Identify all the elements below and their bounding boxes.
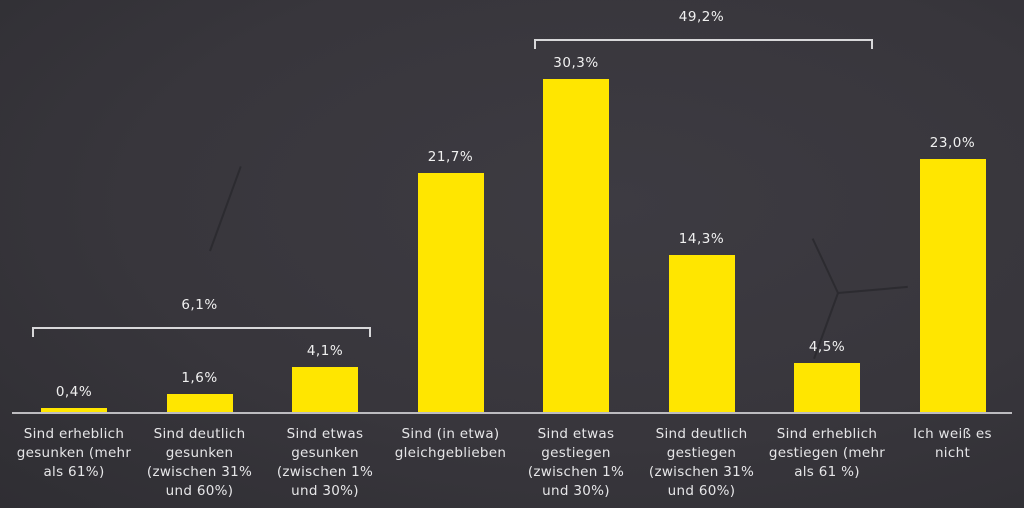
bar-value-label: 23,0% bbox=[929, 135, 976, 151]
bar-value-label: 14,3% bbox=[678, 230, 725, 247]
group-bracket bbox=[534, 38, 873, 49]
bar-value-label: 4,1% bbox=[306, 342, 344, 359]
category-label: Sind deutlich gesunken (zwischen 31% und… bbox=[146, 426, 253, 499]
bar bbox=[543, 78, 609, 412]
bar bbox=[166, 394, 233, 412]
wind-turbine-background bbox=[811, 238, 839, 294]
category-label: Sind (in etwa) gleichgeblieben bbox=[394, 426, 507, 461]
bar bbox=[417, 173, 484, 412]
bar bbox=[794, 362, 860, 412]
bar-value-label: 21,7% bbox=[427, 149, 474, 166]
bar bbox=[41, 407, 107, 412]
group-bracket bbox=[32, 326, 371, 337]
category-label: Sind etwas gesunken (zwischen 1% und 30%… bbox=[276, 426, 374, 499]
group-total-label: 6,1% bbox=[181, 296, 218, 313]
bar bbox=[668, 254, 735, 412]
bar-value-label: 30,3% bbox=[553, 54, 599, 71]
bar-value-label: 0,4% bbox=[55, 383, 93, 400]
wind-turbine-background bbox=[837, 285, 908, 294]
group-total-label: 49,2% bbox=[678, 8, 725, 25]
bar-value-label: 4,5% bbox=[808, 338, 846, 355]
category-label: Ich weiß es nicht bbox=[913, 426, 992, 461]
bar bbox=[919, 159, 986, 412]
wind-turbine-background bbox=[209, 166, 242, 252]
category-label: Sind etwas gestiegen (zwischen 1% und 30… bbox=[527, 426, 625, 499]
bar-value-label: 1,6% bbox=[181, 370, 218, 387]
x-axis-baseline bbox=[12, 412, 1012, 414]
category-label: Sind erheblich gestiegen (mehr als 61 %) bbox=[768, 426, 886, 480]
category-label: Sind erheblich gesunken (mehr als 61%) bbox=[16, 426, 132, 480]
bar bbox=[292, 366, 358, 412]
category-label: Sind deutlich gestiegen (zwischen 31% un… bbox=[648, 426, 755, 499]
